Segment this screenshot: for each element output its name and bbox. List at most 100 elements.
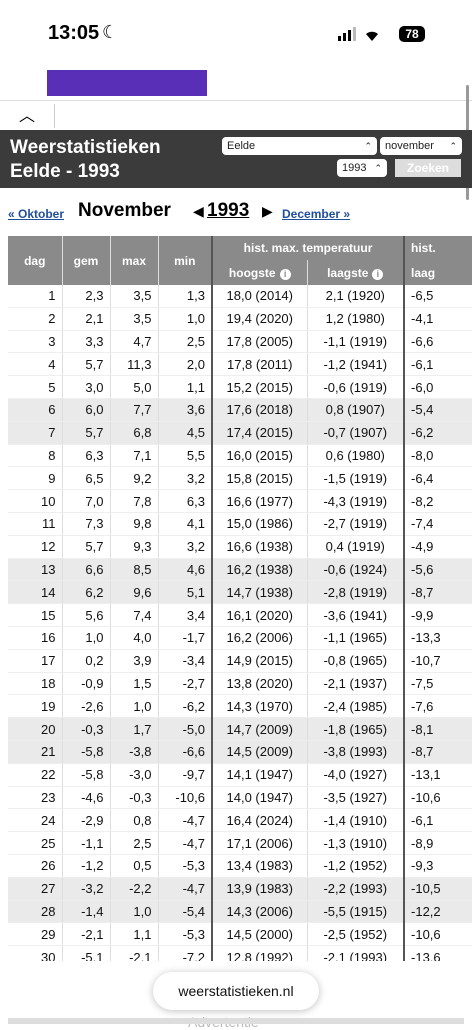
cell: -2,1 (1937) (307, 672, 406, 696)
table-row: 19 -2,6 1,0 -6,2 14,3 (1970) -2,4 (1985) -7,6 (8, 694, 472, 719)
table-row: 17 0,2 3,9 -3,4 14,9 (2015) -0,8 (1965) -10,7 (8, 649, 472, 673)
cell: 7,3 (62, 512, 111, 536)
month-select[interactable]: november (380, 137, 462, 155)
cell: 6,3 (158, 489, 213, 513)
url-pill[interactable]: weerstatistieken.nl (153, 972, 319, 1010)
cell: -10,6 (404, 922, 472, 947)
col-header: gem (62, 236, 111, 285)
cell: 14,9 (2015) (212, 649, 308, 673)
link[interactable]: December » (282, 207, 351, 221)
label: laagste (327, 265, 369, 280)
cell: 1,2 (1980) (307, 307, 406, 331)
cell: -3,4 (158, 649, 213, 673)
cell: -6,5 (404, 285, 472, 308)
cell: -2,6 (62, 694, 111, 719)
nav-next[interactable]: December » (282, 207, 350, 221)
cell: 4,7 (110, 330, 159, 354)
prev-year-arrow[interactable]: ◀ (193, 203, 204, 219)
nav-prev[interactable]: « Oktober (8, 207, 64, 221)
cell: -4,7 (158, 831, 213, 855)
table-row: 4 5,7 11,3 2,0 17,8 (2011) -1,2 (1941) -6,1 (8, 352, 472, 377)
collapse-button[interactable]: ︿ (0, 104, 55, 128)
search-button[interactable]: Zoeken (395, 159, 461, 177)
cell: 6,6 (62, 558, 111, 582)
cell: 6 (8, 398, 63, 422)
table-row: 20 -0,3 1,7 -5,0 14,7 (2009) -1,8 (1965) -8,1 (8, 717, 472, 741)
table-row: 7 5,7 6,8 4,5 17,4 (2015) -0,7 (1907) -6,2 (8, 421, 472, 445)
cell: 0,2 (62, 649, 111, 673)
cell: -4,9 (404, 535, 472, 559)
station-select[interactable]: Eelde (222, 137, 377, 155)
ad-banner[interactable] (47, 70, 207, 96)
nav-year[interactable]: 1993 (207, 200, 250, 221)
table-row: 26 -1,2 0,5 -5,3 13,4 (1983) -1,2 (1952) -9,3 (8, 854, 472, 878)
cell: -4,3 (1919) (307, 489, 406, 513)
cell: 14,7 (2009) (212, 717, 308, 741)
cell: -1,8 (1965) (307, 717, 406, 741)
cell: 11,3 (110, 352, 159, 377)
cell: 9,3 (110, 535, 159, 559)
table-body: 1 2,3 3,5 1,3 18,0 (2014) 2,1 (1920) -6,5 2 2,1 3… (8, 285, 472, 961)
cell: 0,6 (1980) (307, 444, 406, 468)
cell: 7 (8, 421, 63, 445)
cell: -2,8 (1919) (307, 580, 406, 605)
cell: -4,7 (158, 808, 213, 833)
cell: 5,5 (158, 444, 213, 468)
title: Weerstatistieken (10, 137, 161, 158)
cell: -13,1 (404, 763, 472, 787)
info-icon[interactable]: i (372, 268, 384, 280)
cell: -2,9 (62, 808, 111, 833)
cell: -2,7 (158, 672, 213, 696)
col-header: min (158, 236, 213, 285)
cell: 16,6 (1938) (212, 535, 308, 559)
cell: 30 (8, 945, 63, 961)
cell: 0,8 (1907) (307, 398, 406, 422)
cell: -7,5 (404, 672, 472, 696)
cell: 14,1 (1947) (212, 763, 308, 787)
table-row: 25 -1,1 2,5 -4,7 17,1 (2006) -1,3 (1910) -8,9 (8, 831, 472, 855)
cell: 5,7 (62, 421, 111, 445)
cell: 12,8 (1992) (212, 945, 308, 961)
cell: -6,6 (158, 740, 213, 764)
year-select[interactable]: 1993 (337, 159, 387, 177)
cell: 17,8 (2005) (212, 330, 308, 354)
cell: -13,6 (404, 945, 472, 961)
col-header: max (110, 236, 159, 285)
cell: 19 (8, 694, 63, 719)
cell: -6,4 (404, 466, 472, 491)
cell: 3,6 (158, 398, 213, 422)
cell: 5,1 (158, 580, 213, 605)
cell: 3,2 (158, 466, 213, 491)
cell: -3,6 (1941) (307, 603, 406, 627)
cell: 15,0 (1986) (212, 512, 308, 536)
cell: 3,5 (110, 285, 159, 308)
link[interactable]: « Oktober (8, 207, 65, 221)
table-row: 6 6,0 7,7 3,6 17,6 (2018) 0,8 (1907) -5,4 (8, 398, 472, 422)
cell: 25 (8, 831, 63, 855)
cell: -7,2 (158, 945, 213, 961)
cell: 8,5 (110, 558, 159, 582)
cell: 4,6 (158, 558, 213, 582)
cell: -2,5 (1952) (307, 922, 406, 947)
next-year-arrow[interactable]: ▶ (262, 203, 273, 219)
cell: -3,5 (1927) (307, 786, 406, 810)
cell: 11 (8, 512, 63, 536)
cell: 13,4 (1983) (212, 854, 308, 878)
cell: -1,2 (62, 854, 111, 878)
cell: -6,0 (404, 375, 472, 399)
cell: -2,1 (62, 922, 111, 947)
cell: 3,2 (158, 535, 213, 559)
cell: -5,5 (1915) (307, 900, 406, 924)
cell: 7,0 (62, 489, 111, 513)
cell: 1,3 (158, 285, 213, 308)
cell: 5,7 (62, 352, 111, 377)
info-icon[interactable]: i (279, 268, 291, 280)
cell: 16,2 (2006) (212, 626, 308, 650)
cell: 7,4 (110, 603, 159, 627)
cell: 27 (8, 877, 63, 901)
cell: -5,3 (158, 922, 213, 947)
table-row: 15 5,6 7,4 3,4 16,1 (2020) -3,6 (1941) -9,9 (8, 603, 472, 627)
table-row: 5 3,0 5,0 1,1 15,2 (2015) -0,6 (1919) -6,0 (8, 375, 472, 399)
cell: 16,4 (2024) (212, 808, 308, 833)
cell: 17 (8, 649, 63, 673)
